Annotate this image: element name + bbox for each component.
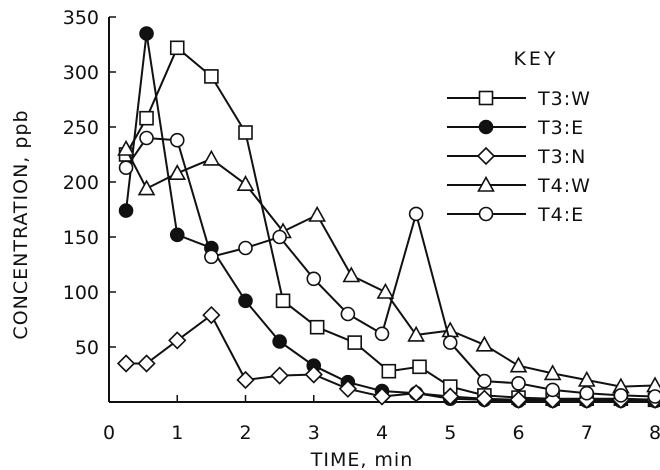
y-tick-label: 50 (75, 337, 99, 359)
legend-label: T3:W (537, 88, 591, 110)
series-t3n (116, 305, 660, 409)
series-line (126, 313, 655, 401)
legend-title: KEY (513, 48, 558, 70)
data-point-diamond (168, 331, 187, 350)
y-axis-title: CONCENTRATION, ppb (10, 109, 32, 339)
data-point-open-circle (374, 326, 390, 342)
data-point-diamond (476, 146, 496, 166)
data-point-square (381, 363, 397, 379)
data-point-diamond (202, 305, 221, 325)
legend-item: T3:W (447, 88, 591, 110)
data-point-triangle (202, 149, 221, 166)
x-tick-label: 1 (171, 422, 183, 444)
data-point-diamond (441, 387, 460, 406)
data-point-filled-circle (238, 293, 253, 309)
data-point-diamond (406, 384, 426, 403)
x-tick-label: 4 (376, 422, 388, 444)
axes: 0 1 2 3 4 5 6 7 8 50 100 150 200 250 300 350 (63, 7, 660, 444)
y-tick-label: 250 (63, 117, 99, 139)
data-point-open-circle (477, 373, 492, 389)
x-tick-label: 7 (581, 422, 593, 444)
data-point-filled-circle (169, 227, 185, 243)
data-point-open-circle (118, 160, 134, 175)
data-point-square (204, 69, 219, 84)
y-tick-label: 350 (63, 7, 99, 29)
data-point-open-circle (306, 271, 322, 287)
x-axis-title: TIME, min (310, 449, 414, 470)
data-point-diamond (304, 365, 323, 384)
x-tick-label: 5 (444, 422, 456, 444)
data-point-open-circle (579, 385, 595, 401)
x-tick-label: 0 (103, 422, 115, 444)
y-tick-label: 100 (63, 282, 99, 304)
data-point-square (478, 90, 494, 106)
x-tick-label: 3 (308, 422, 320, 444)
series-layer (116, 26, 660, 409)
data-point-diamond (372, 387, 392, 406)
data-point-square (139, 110, 154, 126)
data-point-triangle (342, 266, 361, 283)
data-point-open-circle (647, 389, 660, 404)
legend-label: T3:E (537, 117, 584, 139)
data-point-open-circle (442, 335, 458, 350)
x-tick-label: 2 (239, 422, 251, 444)
data-point-triangle (475, 335, 494, 352)
data-point-open-circle (408, 206, 424, 222)
data-point-square (238, 125, 253, 140)
legend: KEY T3:W T3:E T3:N T4:W T4:E (447, 48, 591, 226)
data-point-open-circle (169, 132, 185, 148)
legend-item: T3:E (447, 117, 584, 139)
data-point-triangle (509, 356, 528, 373)
data-point-filled-circle (139, 26, 154, 41)
legend-label: T4:W (537, 175, 591, 197)
data-point-triangle (477, 175, 495, 192)
data-point-square (309, 319, 325, 335)
data-point-diamond (137, 354, 156, 373)
data-point-square (275, 293, 291, 309)
data-point-open-circle (340, 306, 356, 322)
data-point-open-circle (238, 240, 253, 256)
data-point-filled-circle (272, 334, 287, 349)
data-point-filled-circle (118, 203, 134, 218)
data-point-open-circle (139, 130, 154, 146)
y-tick-label: 150 (63, 227, 99, 249)
legend-label: T4:E (537, 204, 584, 226)
data-point-square (347, 335, 363, 350)
data-point-square (412, 359, 427, 375)
legend-item: T3:N (447, 146, 586, 168)
data-point-diamond (475, 389, 494, 408)
data-point-open-circle (478, 206, 494, 222)
x-tick-label: 6 (512, 422, 524, 444)
x-tick-label: 8 (649, 422, 660, 444)
data-point-triangle (117, 139, 135, 156)
data-point-triangle (168, 164, 187, 180)
data-point-open-circle (204, 249, 219, 265)
data-point-square (169, 40, 185, 56)
series-t4e (118, 130, 660, 404)
data-point-open-circle (545, 382, 560, 398)
data-point-triangle (137, 179, 156, 196)
data-point-diamond (338, 379, 358, 398)
data-point-diamond (509, 390, 528, 409)
data-point-open-circle (272, 229, 287, 245)
data-point-diamond (236, 370, 255, 390)
y-tick-label: 300 (63, 62, 99, 84)
data-point-filled-circle (478, 119, 494, 135)
legend-item: T4:W (447, 175, 591, 197)
data-point-triangle (236, 175, 255, 191)
data-point-diamond (270, 366, 289, 385)
data-point-triangle (376, 282, 395, 299)
data-point-triangle (543, 364, 562, 381)
data-point-triangle (308, 205, 327, 222)
legend-label: T3:N (537, 146, 586, 168)
data-point-open-circle (613, 388, 629, 403)
data-point-triangle (407, 325, 425, 342)
y-tick-label: 200 (63, 172, 99, 194)
data-point-diamond (116, 354, 136, 373)
data-point-open-circle (511, 375, 526, 391)
legend-item: T4:E (447, 204, 584, 226)
